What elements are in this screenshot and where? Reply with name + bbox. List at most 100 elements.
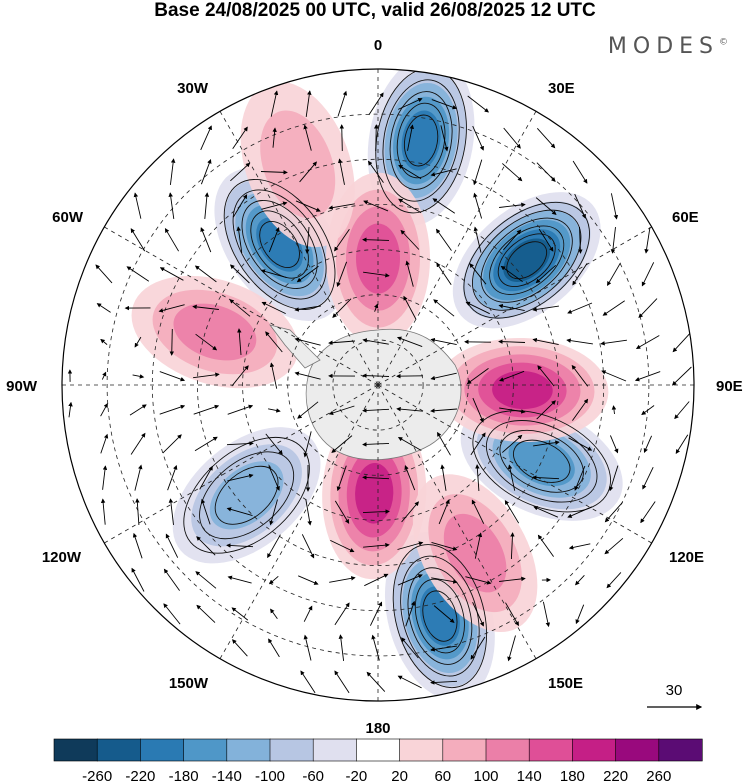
wind-vector	[232, 194, 248, 218]
wind-vector	[133, 192, 142, 219]
wind-vector	[200, 158, 212, 185]
height-contour-low-south-pacific-1	[199, 451, 295, 540]
height-contour-low-indian-ocean-1	[472, 209, 582, 311]
wind-vector	[437, 431, 451, 456]
latitude-circle-50s	[196, 203, 560, 567]
wind-vector	[196, 536, 216, 556]
wind-vector	[169, 328, 175, 356]
wind-vector	[475, 464, 480, 492]
wind-vector	[303, 634, 312, 661]
wind-vector	[635, 335, 660, 349]
wind-vector	[294, 305, 321, 312]
wind-vector	[269, 575, 279, 585]
wind-vector	[231, 365, 249, 387]
wind-vector	[430, 645, 457, 652]
wind-vector	[200, 125, 212, 151]
wind-vector	[227, 575, 252, 584]
latitude-circle-80s	[332, 339, 424, 431]
wind-vector	[510, 532, 515, 560]
wind-vector	[229, 264, 250, 284]
wind-vector	[366, 671, 386, 692]
colorbar	[53, 738, 703, 762]
wind-vector	[337, 158, 345, 185]
wind-vector	[643, 435, 653, 454]
wind-vector	[600, 339, 627, 346]
wind-vector	[536, 127, 556, 149]
wind-vector	[200, 227, 212, 253]
wind-vector	[535, 197, 557, 215]
colorbar-tick-11: 180	[560, 768, 585, 783]
colorbar-tick-5: -60	[302, 768, 324, 783]
wind-vector	[96, 303, 111, 313]
wind-vector	[499, 576, 526, 582]
wind-vector	[362, 509, 390, 514]
colorbar-swatch-9	[442, 738, 487, 762]
wind-vector	[193, 372, 220, 379]
contour-lines	[183, 69, 611, 689]
wind-vector	[400, 229, 420, 250]
wind-vector	[398, 98, 423, 110]
wind-vector	[401, 501, 419, 523]
colorbar-swatch-12	[572, 738, 617, 762]
wind-vector	[134, 464, 143, 491]
wind-vector	[158, 304, 185, 313]
colorbar-tick-10: 140	[517, 768, 542, 783]
height-contour-low-south-of-africa-3	[396, 102, 446, 179]
wind-vector	[532, 475, 560, 480]
anomaly-level-low-south-of-australia-3	[508, 436, 575, 487]
wind-vector	[95, 264, 113, 284]
height-contour-low-south-atlantic-4	[259, 221, 300, 268]
wind-vector	[470, 432, 486, 456]
wind-vector	[469, 263, 487, 285]
wind-vector	[535, 264, 557, 284]
wind-vector	[232, 126, 248, 149]
wind-vector	[467, 95, 490, 113]
wind-vector	[100, 498, 106, 525]
lon-label-90e: 90E	[716, 378, 743, 395]
wind-vector	[101, 371, 107, 380]
wind-vector	[268, 465, 280, 491]
colorbar-tick-9: 100	[473, 768, 498, 783]
wind-vector	[369, 601, 383, 626]
wind-vector	[362, 373, 390, 378]
anomaly-level-high-weddell-3	[356, 223, 400, 294]
wind-vector	[303, 605, 313, 622]
wind-vector	[533, 440, 560, 447]
height-contour-low-indian-ocean-2	[480, 217, 573, 303]
wind-vector	[431, 577, 458, 584]
wind-vector	[168, 192, 175, 219]
wind-vector	[329, 576, 356, 583]
wind-vector	[607, 262, 621, 286]
colorbar-swatch-13	[615, 738, 660, 762]
colorbar-tick-12: 220	[603, 768, 628, 783]
wind-vector	[473, 159, 483, 186]
wind-vector	[566, 338, 593, 345]
wind-vector	[303, 431, 312, 458]
wind-vector	[100, 338, 108, 345]
wind-vector	[126, 266, 150, 282]
height-contour-low-south-of-africa-1	[382, 79, 460, 202]
wind-vector	[272, 127, 277, 148]
wind-vector	[572, 398, 589, 421]
wind-vector	[542, 601, 551, 628]
wind-vector	[159, 267, 184, 281]
wind-vector	[404, 465, 416, 491]
lon-label-180: 180	[365, 720, 390, 737]
wind-vector	[507, 635, 516, 662]
wind-vector	[465, 576, 492, 585]
wind-vector	[332, 298, 352, 318]
wind-vector	[502, 163, 523, 182]
wind-vector	[606, 572, 622, 589]
wind-vector	[305, 226, 310, 254]
wind-vector	[538, 228, 554, 252]
wind-vector	[194, 265, 217, 283]
wind-vector	[270, 90, 279, 117]
wind-vector	[507, 464, 516, 491]
wind-vector	[432, 198, 456, 214]
wind-vector	[130, 432, 146, 455]
wind-vector	[132, 374, 145, 379]
wind-vector	[134, 336, 142, 348]
wind-vector	[227, 473, 254, 482]
wind-vector	[471, 499, 485, 524]
wind-vector	[131, 567, 145, 592]
